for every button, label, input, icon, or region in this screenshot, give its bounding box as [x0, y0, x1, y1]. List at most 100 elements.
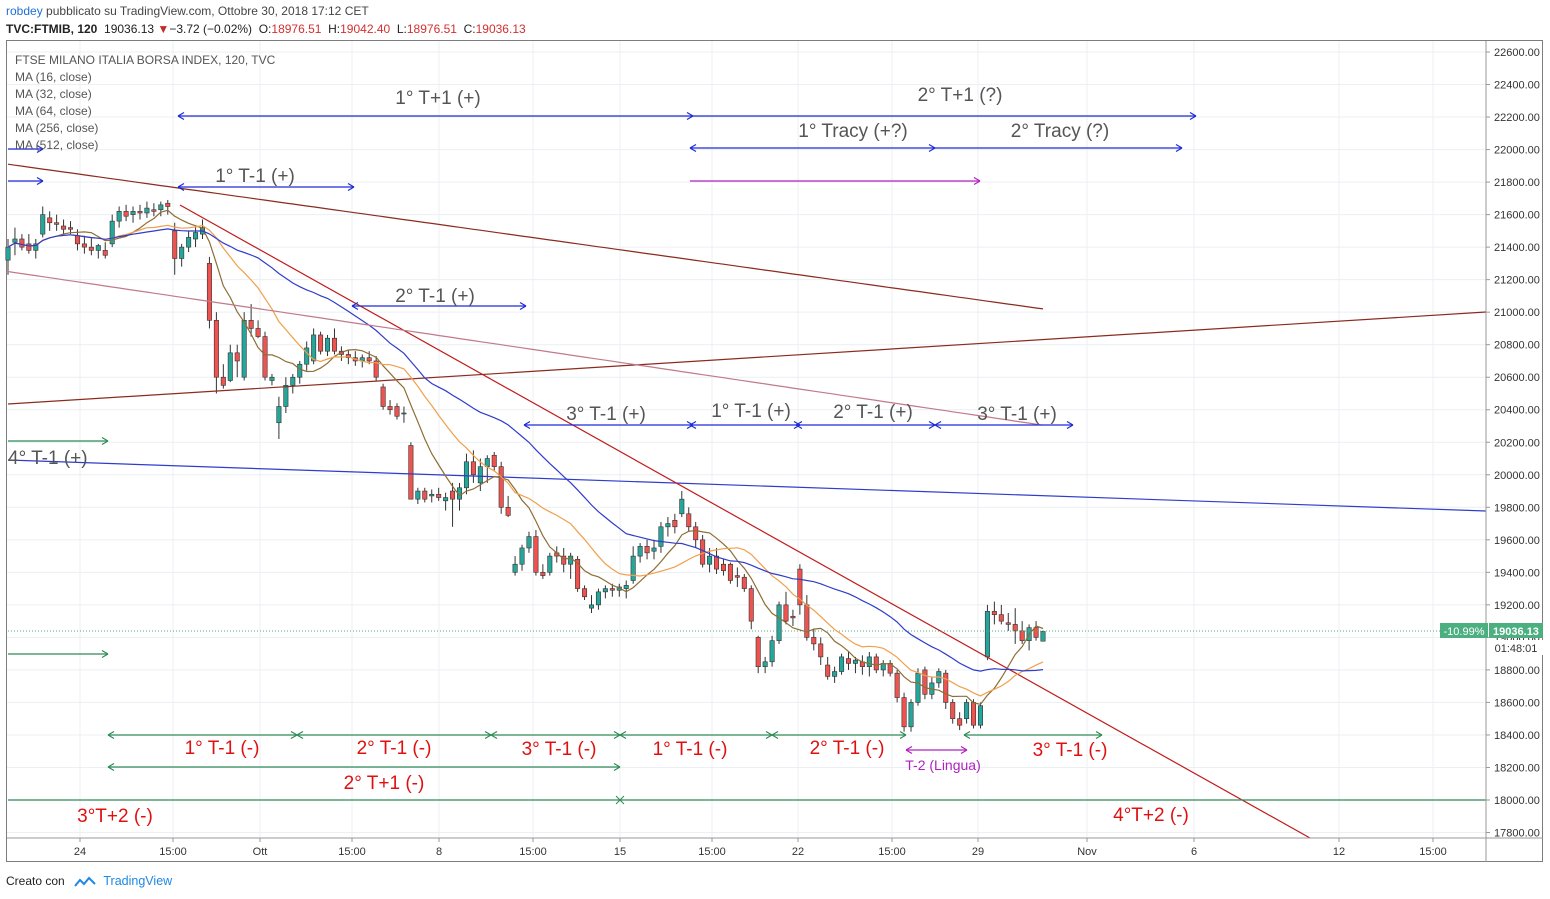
candle-body — [88, 246, 94, 251]
candle-body — [443, 497, 449, 502]
candle-body — [714, 555, 720, 570]
candle-body — [415, 490, 421, 500]
candle-body — [234, 352, 240, 362]
label-r4: 1° T-1 (-) — [653, 739, 728, 760]
candle-body — [5, 246, 11, 261]
y-tick-label: 19400.00 — [1494, 567, 1540, 579]
candle-body — [1033, 627, 1039, 638]
label-r3: 3° T-1 (-) — [522, 739, 597, 760]
candle-body — [373, 360, 379, 378]
candle-body — [463, 461, 469, 489]
candle-body — [283, 385, 289, 407]
x-tick-label: 15:00 — [519, 846, 547, 858]
candle-body — [561, 555, 567, 565]
annotations-layer — [8, 111, 1197, 805]
candle-body — [47, 217, 53, 224]
y-tick-label: 19200.00 — [1494, 600, 1540, 612]
candle-body — [832, 671, 838, 677]
candle-body — [116, 211, 122, 222]
label-r9: 4°T+2 (-) — [1113, 805, 1189, 826]
candle-body — [151, 209, 157, 212]
candle-body — [658, 526, 664, 547]
y-tick-label: 20800.00 — [1494, 340, 1540, 352]
down-triangle-icon: ▼ — [157, 22, 170, 36]
footer-brand-link[interactable]: TradingView — [103, 874, 173, 888]
candle-body — [505, 507, 511, 516]
label-r2: 2° T-1 (-) — [357, 738, 432, 759]
x-tick-label: 22 — [792, 846, 804, 858]
candle-body — [54, 222, 60, 225]
last-price-marker: -10.99% 19036.13 01:48:01 — [1440, 623, 1543, 655]
chart-frame — [6, 40, 1543, 862]
candle-body — [102, 250, 108, 256]
y-tick-label: 22600.00 — [1494, 47, 1540, 59]
candle-body — [762, 661, 768, 667]
legend-ma-32: MA (32, close) — [15, 87, 92, 101]
candle-body — [519, 547, 525, 565]
label-lingua: T-2 (Lingua) — [905, 757, 980, 773]
candle-body — [665, 523, 671, 528]
candle-body — [984, 611, 990, 658]
arrow-t2m1-b-head — [928, 420, 936, 430]
candle-body — [971, 702, 977, 726]
arrow-r5-head — [771, 730, 779, 740]
candle-body — [318, 334, 324, 352]
candle-body — [811, 637, 817, 645]
candle-body — [755, 637, 761, 667]
candle-body — [81, 243, 87, 248]
x-tick-label: 15:00 — [338, 846, 366, 858]
candle-body — [436, 493, 442, 498]
candle-body — [387, 406, 393, 411]
candle-body — [915, 672, 921, 703]
label-t4m1: 4° T-1 (+) — [8, 448, 88, 469]
arrow-r6-head — [963, 730, 971, 740]
candle-body — [623, 585, 629, 589]
candle-body — [165, 202, 171, 207]
arrow-t2m1-mid-head — [351, 301, 359, 311]
candle-body — [325, 337, 331, 352]
candle-body — [575, 559, 581, 589]
x-tick-label: 24 — [74, 846, 86, 858]
candle-body — [818, 643, 824, 658]
ma-256-line — [7, 270, 1044, 426]
y-tick-label: 19800.00 — [1494, 502, 1540, 514]
ma-512-line — [7, 163, 1044, 310]
candle-body — [401, 412, 407, 415]
publish-info: robdey pubblicato su TradingView.com, Ot… — [6, 4, 369, 18]
arrow-t2m1-b-head — [795, 420, 803, 430]
publisher-link[interactable]: robdey — [6, 4, 43, 18]
arrow-r2-head — [484, 730, 492, 740]
candle-body — [957, 718, 963, 726]
arrow-r7-head — [613, 762, 621, 772]
grid-lines — [7, 41, 1486, 838]
candle-body — [304, 347, 310, 365]
candle-body — [720, 563, 726, 572]
candle-body — [422, 490, 428, 500]
high-value: 19042.40 — [340, 22, 391, 36]
candle-body — [366, 357, 372, 362]
price-change: −3.72 (−0.02%) — [169, 22, 253, 36]
candle-body — [26, 243, 32, 251]
candle-body — [213, 320, 219, 378]
countdown-text: 01:48:01 — [1495, 643, 1538, 655]
label-t1p1: 1° T+1 (+) — [395, 88, 480, 109]
candle-body — [582, 588, 588, 598]
candle-body — [345, 354, 351, 359]
candle-body — [741, 576, 747, 589]
y-tick-label: 22200.00 — [1494, 112, 1540, 124]
publish-date: pubblicato su TradingView.com, Ottobre 3… — [46, 4, 369, 18]
candle-body — [61, 225, 67, 230]
candle-body — [846, 658, 852, 664]
candle-body — [331, 337, 337, 352]
legend-ma-64: MA (64, close) — [15, 104, 92, 118]
annotation-labels: 1° T+1 (+) 2° T+1 (?) 1° Tracy (+?) 2° T… — [8, 85, 1189, 827]
candle-body — [852, 659, 858, 664]
y-tick-label: 20400.00 — [1494, 405, 1540, 417]
candle-body — [1019, 630, 1025, 641]
legend-title: FTSE MILANO ITALIA BORSA INDEX, 120, TVC — [15, 53, 276, 67]
arrow-r3-head — [613, 730, 621, 740]
y-tick-label: 20600.00 — [1494, 372, 1540, 384]
candle-body — [470, 461, 476, 476]
candle-body — [269, 376, 275, 381]
